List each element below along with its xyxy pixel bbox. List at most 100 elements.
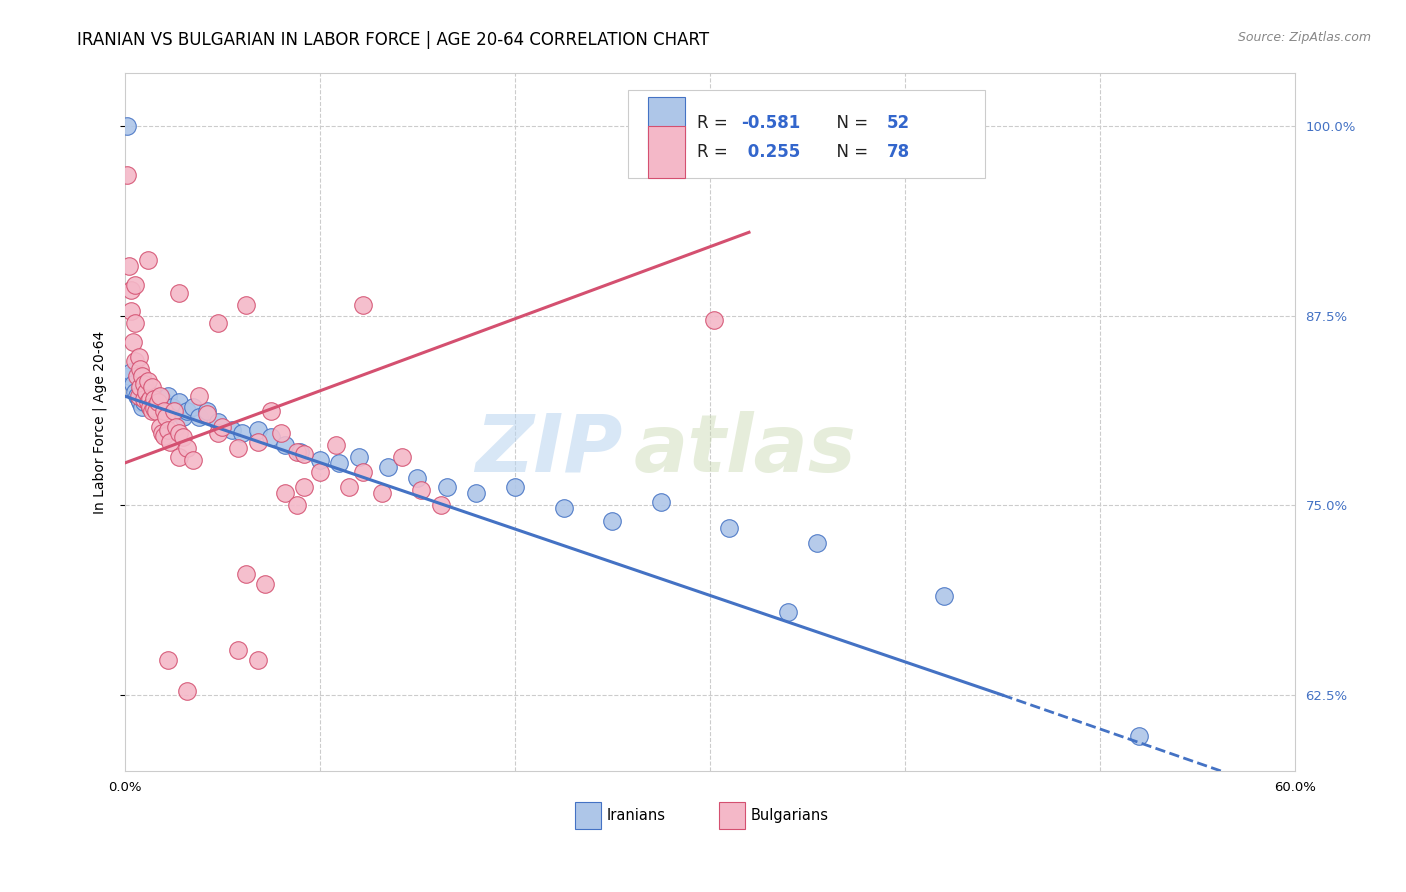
Point	[121, 377, 143, 392]
Point	[124, 278, 146, 293]
Point	[352, 465, 374, 479]
Point	[430, 499, 453, 513]
Point	[285, 445, 308, 459]
Point	[143, 401, 166, 416]
Point	[602, 514, 624, 528]
Point	[169, 285, 191, 300]
Point	[1128, 729, 1150, 743]
Point	[274, 486, 297, 500]
Point	[406, 471, 429, 485]
Point	[159, 434, 181, 449]
Point	[128, 392, 150, 407]
Point	[325, 438, 347, 452]
Point	[115, 168, 138, 182]
Point	[207, 316, 229, 330]
Text: ZIP: ZIP	[475, 411, 623, 489]
Point	[328, 456, 350, 470]
Point	[195, 404, 218, 418]
Point	[156, 423, 179, 437]
Text: atlas: atlas	[634, 411, 856, 489]
Text: -0.581: -0.581	[741, 114, 801, 132]
Point	[207, 425, 229, 440]
Point	[337, 480, 360, 494]
Point	[143, 389, 166, 403]
Point	[149, 395, 172, 409]
Point	[221, 423, 243, 437]
Point	[156, 653, 179, 667]
Text: R =: R =	[697, 143, 733, 161]
Point	[176, 441, 198, 455]
Point	[124, 316, 146, 330]
Point	[136, 395, 159, 409]
Point	[181, 400, 204, 414]
Point	[176, 404, 198, 418]
Point	[129, 362, 152, 376]
Text: IRANIAN VS BULGARIAN IN LABOR FORCE | AGE 20-64 CORRELATION CHART: IRANIAN VS BULGARIAN IN LABOR FORCE | AG…	[77, 31, 710, 49]
Point	[352, 298, 374, 312]
Point	[146, 400, 169, 414]
Point	[165, 404, 187, 418]
Point	[135, 389, 157, 403]
Point	[169, 425, 191, 440]
Point	[120, 283, 142, 297]
Point	[270, 425, 292, 440]
Point	[150, 425, 173, 440]
Point	[120, 304, 142, 318]
Point	[141, 404, 163, 418]
Point	[169, 450, 191, 464]
Point	[503, 480, 526, 494]
Point	[309, 465, 332, 479]
Point	[125, 389, 148, 403]
Point	[134, 377, 156, 392]
Point	[309, 453, 332, 467]
Point	[776, 605, 799, 619]
Point	[121, 334, 143, 349]
Point	[260, 430, 283, 444]
Point	[226, 642, 249, 657]
Point	[465, 486, 488, 500]
Y-axis label: In Labor Force | Age 20-64: In Labor Force | Age 20-64	[93, 330, 107, 514]
Point	[347, 450, 370, 464]
Point	[125, 369, 148, 384]
Point	[806, 536, 828, 550]
Point	[135, 384, 157, 399]
Text: R =: R =	[697, 114, 733, 132]
Point	[141, 380, 163, 394]
Point	[129, 395, 152, 409]
Point	[176, 683, 198, 698]
Point	[285, 499, 308, 513]
Point	[235, 566, 257, 581]
Point	[235, 298, 257, 312]
Point	[211, 419, 233, 434]
Point	[703, 313, 725, 327]
Bar	[648, 126, 685, 178]
Point	[149, 419, 172, 434]
Point	[131, 400, 153, 414]
Point	[553, 501, 575, 516]
Point	[163, 404, 186, 418]
Point	[411, 483, 433, 498]
Point	[231, 425, 253, 440]
Point	[149, 389, 172, 403]
Point	[134, 395, 156, 409]
Point	[391, 450, 413, 464]
Point	[118, 369, 141, 384]
Point	[153, 428, 176, 442]
Point	[146, 395, 169, 409]
Point	[150, 392, 173, 407]
Point	[124, 384, 146, 399]
Point	[377, 460, 399, 475]
Text: Bulgarians: Bulgarians	[751, 808, 830, 823]
Point	[136, 392, 159, 407]
Point	[169, 395, 191, 409]
Point	[120, 365, 142, 379]
Point	[160, 400, 183, 414]
Point	[136, 252, 159, 267]
Point	[195, 408, 218, 422]
Point	[260, 404, 283, 418]
Point	[129, 380, 152, 394]
Point	[156, 389, 179, 403]
Point	[650, 495, 672, 509]
Point	[155, 410, 177, 425]
Point	[292, 480, 315, 494]
